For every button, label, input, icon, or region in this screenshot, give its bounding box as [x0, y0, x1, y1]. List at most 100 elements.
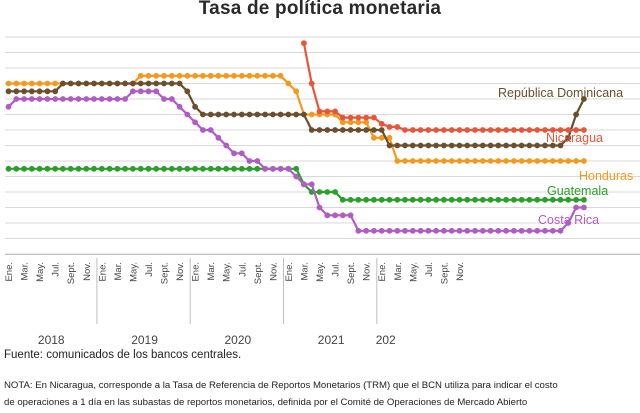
series-line — [8, 167, 584, 201]
data-point — [534, 196, 541, 203]
data-point — [487, 227, 494, 234]
data-point — [402, 227, 408, 234]
data-point — [114, 96, 121, 102]
data-point — [355, 196, 362, 203]
data-point — [363, 127, 370, 133]
data-point — [52, 80, 59, 87]
data-point — [339, 119, 346, 126]
data-point — [308, 181, 315, 188]
series-guatemala — [5, 165, 587, 203]
data-point — [542, 227, 548, 234]
data-point — [526, 227, 533, 234]
data-point — [347, 196, 354, 203]
data-point — [394, 158, 401, 164]
tick-label: Mar. — [206, 262, 217, 280]
data-point — [402, 127, 408, 133]
data-point — [67, 165, 74, 172]
data-point — [565, 134, 572, 141]
data-point — [371, 127, 377, 133]
data-point — [161, 96, 167, 102]
tick-label: Sept. — [253, 262, 264, 284]
data-point — [503, 196, 509, 203]
data-point — [98, 80, 105, 87]
data-point — [277, 72, 284, 79]
data-point — [557, 227, 564, 234]
data-point — [378, 120, 385, 127]
series-label: Nicaragua — [546, 131, 603, 145]
data-point — [106, 96, 113, 102]
data-point — [200, 72, 206, 79]
data-point — [565, 220, 572, 226]
data-point — [433, 142, 439, 149]
data-point — [52, 88, 59, 95]
data-point — [254, 158, 261, 164]
data-point — [262, 165, 268, 172]
data-point — [207, 127, 214, 133]
data-point — [464, 142, 471, 149]
data-point — [13, 165, 20, 172]
tick-label: Sept. — [439, 262, 450, 284]
data-point — [21, 88, 27, 95]
data-point — [200, 127, 206, 133]
data-point — [425, 127, 432, 133]
data-point — [332, 189, 338, 195]
series-costa-rica — [5, 88, 587, 234]
data-point — [511, 227, 517, 234]
data-point — [28, 80, 35, 87]
data-point — [238, 150, 245, 157]
data-point — [308, 80, 315, 87]
data-point — [448, 127, 455, 133]
data-point — [394, 227, 401, 234]
data-point — [347, 212, 354, 219]
data-point — [21, 80, 27, 87]
data-point — [308, 127, 315, 133]
data-point — [324, 127, 331, 133]
data-point — [130, 165, 136, 172]
data-point — [565, 127, 572, 133]
data-point — [495, 227, 502, 234]
data-point — [83, 165, 90, 172]
data-point — [479, 142, 486, 149]
data-point — [91, 165, 97, 172]
data-point — [409, 142, 416, 149]
data-point — [44, 96, 51, 102]
data-point — [36, 80, 43, 87]
data-point — [386, 134, 393, 141]
data-point — [549, 142, 556, 149]
data-point — [254, 72, 261, 79]
data-point — [549, 227, 556, 234]
tick-label: Nov. — [175, 262, 186, 281]
note-line-2: de operaciones a 1 día en las subastas d… — [4, 397, 528, 408]
tick-label: May. — [35, 262, 46, 282]
data-point — [472, 158, 478, 164]
tick-label: Mar. — [20, 262, 31, 280]
series-label: Costa Rica — [538, 213, 599, 227]
note-text: NOTA: En Nicaragua, corresponde a la Tas… — [4, 377, 558, 411]
data-point — [270, 111, 276, 118]
data-point — [464, 196, 471, 203]
data-point — [363, 227, 370, 234]
tick-label: Nov. — [362, 262, 373, 281]
data-point — [184, 111, 191, 118]
data-point — [176, 80, 183, 87]
data-point — [511, 196, 517, 203]
data-point — [581, 196, 587, 203]
tick-label: Mar. — [113, 262, 124, 280]
data-point — [238, 72, 245, 79]
data-point — [60, 96, 66, 102]
data-point — [332, 212, 338, 219]
data-point — [378, 127, 385, 133]
data-point — [332, 127, 338, 133]
data-point — [503, 127, 509, 133]
data-point — [277, 111, 284, 118]
data-point — [355, 114, 362, 121]
data-point — [409, 227, 416, 234]
data-point — [270, 165, 276, 172]
data-point — [433, 127, 439, 133]
data-point — [262, 72, 268, 79]
data-point — [347, 119, 354, 126]
data-point — [472, 127, 478, 133]
data-point — [417, 127, 424, 133]
data-point — [542, 196, 548, 203]
data-point — [215, 165, 222, 172]
